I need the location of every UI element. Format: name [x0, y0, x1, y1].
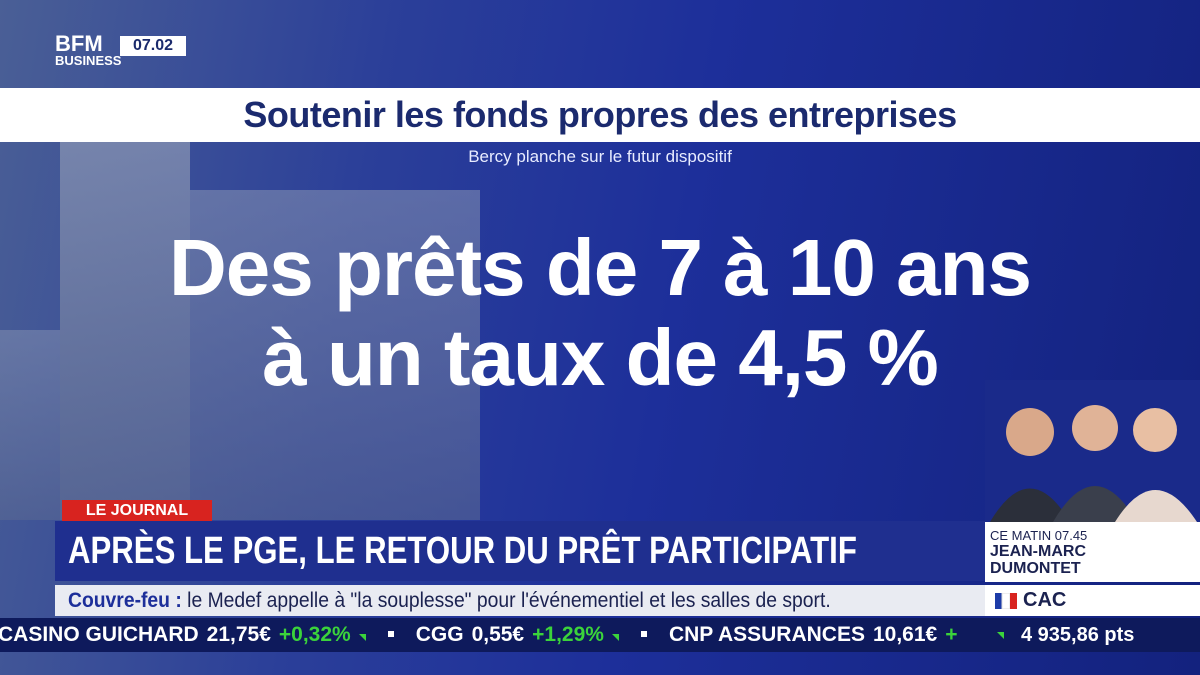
stock-change: +1,29%: [532, 623, 604, 646]
stock-ticker: CASINO GUICHARD 21,75€ +0,32% CGG 0,55€ +1,29…: [0, 618, 965, 652]
building: [60, 140, 190, 520]
stock-change: +: [945, 623, 958, 646]
program: CE MATIN 07.45: [990, 528, 1088, 543]
main-text: Des prêts de 7 à 10 ans: [169, 223, 1032, 312]
flag: [995, 593, 1017, 609]
stock-name: CGG: [415, 623, 464, 646]
segment-tag: LE JOURNAL: [62, 500, 212, 521]
clock: 07.02: [120, 36, 186, 56]
guest-photo: [985, 380, 1200, 522]
stock-change: +0,32%: [278, 623, 351, 646]
stock-name: CNP ASSURANCES: [668, 623, 865, 646]
ticker: Couvre-feu : le Medef appelle à "la soup…: [68, 585, 831, 616]
index-value-box: 4 935,86 pts: [985, 618, 1200, 652]
guest-box: CE MATIN 07.45 JEAN-MARC DUMONTET: [985, 522, 1200, 582]
logo-subtext: BUSINESS: [55, 53, 122, 68]
ticker-text: le Medef appelle à "la souplesse" pour l…: [187, 589, 831, 612]
segment-title: APRÈS LE PGE, LE RETOUR DU PRÊT PARTICIP…: [68, 530, 857, 572]
index-name: CAC: [1023, 589, 1067, 611]
main-text: à un taux de 4,5 %: [262, 313, 939, 402]
index-box: CAC: [985, 585, 1200, 616]
headline-title: Soutenir les fonds propres des entrepris…: [243, 94, 957, 135]
stock-price: 10,61€: [872, 623, 938, 646]
headline-subtitle: Bercy planche sur le futur dispositif: [468, 147, 732, 166]
guest-name: DUMONTET: [990, 560, 1081, 577]
stock-price: 0,55€: [471, 623, 525, 646]
stock-price: 21,75€: [206, 623, 271, 646]
logo: BFM BUSINESS: [55, 31, 122, 68]
index-value: 4 935,86 pts: [1021, 624, 1135, 646]
headline-band: [0, 88, 1200, 142]
building: [190, 190, 480, 520]
building: [0, 330, 60, 520]
ticker-label: Couvre-feu :: [68, 589, 182, 612]
logo-text: BFM: [55, 31, 103, 56]
stock-name: CASINO GUICHARD: [0, 623, 199, 646]
stock-band: [0, 618, 985, 652]
ticker-band: [55, 585, 985, 616]
guest-name: JEAN-MARC: [990, 543, 1086, 560]
segment-band: [55, 521, 985, 581]
